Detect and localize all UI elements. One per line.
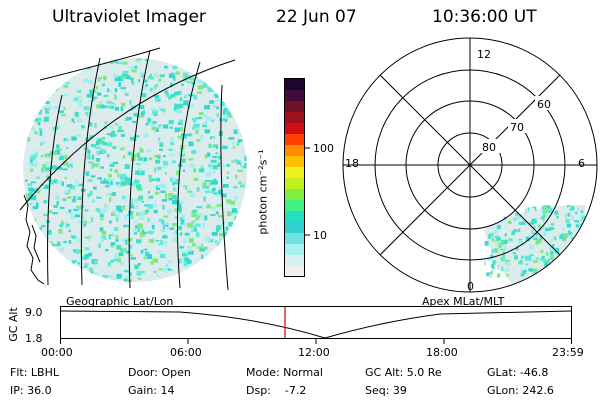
colorbar-cell xyxy=(285,222,304,234)
info-glon: GLon: 242.6 xyxy=(487,384,554,397)
info-glat: GLat: -46.8 xyxy=(487,366,549,379)
colorbar-cell xyxy=(285,211,304,223)
alt-axis-label: GC Alt xyxy=(6,307,20,342)
date-label: 22 Jun 07 xyxy=(276,7,357,27)
alt-xtick-2359: 23:59 xyxy=(552,346,584,359)
colorbar-cell xyxy=(285,266,304,278)
colorbar-cell xyxy=(285,123,304,135)
info-seq: Seq: 39 xyxy=(365,384,407,397)
info-gain: Gain: 14 xyxy=(128,384,175,397)
colorbar-cell xyxy=(285,244,304,256)
colorbar-cell xyxy=(285,90,304,102)
coastline-detail xyxy=(31,224,41,263)
alt-xtick-0000: 00:00 xyxy=(41,346,73,359)
colorbar-cell xyxy=(285,255,304,267)
alt-xtick-0600: 06:00 xyxy=(170,346,202,359)
app-title: Ultraviolet Imager xyxy=(52,7,206,27)
lat-label-80: 80 xyxy=(482,141,496,154)
colorbar-cell xyxy=(285,189,304,201)
colorbar-cell xyxy=(285,200,304,212)
polar-plot: 60 70 80 12 18 6 0 xyxy=(342,37,598,293)
mlt-label-18: 18 xyxy=(345,157,359,170)
lat-lon-grid xyxy=(19,47,236,291)
info-filter: Flt: LBHL xyxy=(10,366,59,379)
lat-label-70: 70 xyxy=(510,121,524,134)
colorbar-tick-10: 10 xyxy=(313,229,327,242)
lat-label-60: 60 xyxy=(537,98,551,111)
colorbar-cell xyxy=(285,145,304,157)
colorbar-cell xyxy=(285,167,304,179)
time-label: 10:36:00 UT xyxy=(432,7,537,27)
geographic-image xyxy=(19,47,247,291)
alt-ytick-bottom: 1.8 xyxy=(25,332,43,345)
colorbar-cell xyxy=(285,79,304,91)
alt-ytick-top: 9.0 xyxy=(25,306,43,319)
coastline xyxy=(23,194,45,285)
info-ip: IP: 36.0 xyxy=(10,384,52,397)
color-scale xyxy=(284,78,310,278)
info-gc-alt: GC Alt: 5.0 Re xyxy=(365,366,442,379)
polar-grid xyxy=(342,37,598,293)
colorbar-cell xyxy=(285,134,304,146)
colorbar-cell xyxy=(285,101,304,113)
colorbar-cell xyxy=(285,178,304,190)
colorbar-cell xyxy=(285,112,304,124)
geo-panel-label: Geographic Lat/Lon xyxy=(66,295,174,308)
info-dsp: Dsp: -7.2 xyxy=(246,384,307,397)
colorbar-cell xyxy=(285,233,304,245)
mlt-label-12: 12 xyxy=(477,48,491,61)
colorbar-tick-100: 100 xyxy=(313,142,334,155)
polar-panel-label: Apex MLat/MLT xyxy=(422,295,505,308)
colorbar-unit-label: photon cm⁻²s⁻¹ xyxy=(256,149,270,235)
alt-xtick-1800: 18:00 xyxy=(426,346,458,359)
altitude-plot xyxy=(60,306,572,344)
alt-xtick-1200: 12:00 xyxy=(298,346,330,359)
altitude-curve xyxy=(60,310,572,339)
mlt-label-0: 0 xyxy=(467,280,474,293)
info-mode: Mode: Normal xyxy=(246,366,323,379)
colorbar-cell xyxy=(285,156,304,168)
mlt-label-6: 6 xyxy=(578,157,585,170)
info-door: Door: Open xyxy=(128,366,191,379)
